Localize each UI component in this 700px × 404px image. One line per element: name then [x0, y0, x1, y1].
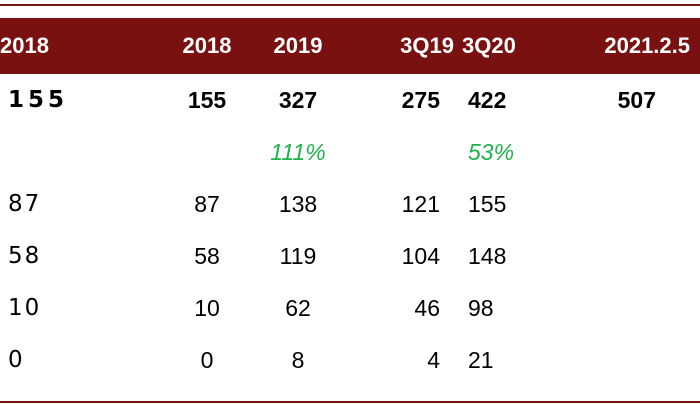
- data-cell: 148: [468, 242, 507, 269]
- header-row: 2018 2018 2019 3Q19 3Q20 2021.2.5: [0, 18, 700, 74]
- data-cell: 8: [291, 346, 305, 373]
- store-count-table: 2018 2018 2019 3Q19 3Q20 2021.2.5 155 155 327 27…: [0, 18, 700, 386]
- data-cell: [0, 126, 150, 178]
- data-cell: 0: [200, 346, 214, 373]
- data-cell: 507: [617, 86, 656, 113]
- data-cell: 58: [194, 242, 220, 269]
- data-cell: 155: [8, 87, 69, 113]
- data-cell: [522, 230, 700, 282]
- data-cell: 327: [278, 86, 318, 113]
- data-cell: 87: [194, 190, 220, 217]
- column-header: 3Q20: [462, 33, 516, 58]
- top-rule: [0, 4, 700, 6]
- data-cell: [522, 178, 700, 230]
- column-header: 2019: [273, 33, 323, 58]
- column-header: 2018: [0, 33, 49, 58]
- data-cell: 98: [468, 294, 494, 321]
- column-header: 2021.2.5: [604, 33, 690, 58]
- data-cell: 138: [278, 190, 318, 217]
- column-header: 2018: [182, 33, 232, 58]
- data-cell: 62: [285, 294, 311, 321]
- data-cell: 0: [8, 347, 25, 373]
- data-cell: 58: [8, 243, 42, 269]
- data-cell: 111%: [270, 138, 326, 165]
- bottom-rule: [0, 401, 700, 403]
- data-cell: [332, 126, 462, 178]
- table-row: 155 155 327 275 422 507: [0, 74, 700, 126]
- table-row: 58 58 119 104 148: [0, 230, 700, 282]
- data-cell: 10: [8, 295, 42, 321]
- table-row: 111% 53%: [0, 126, 700, 178]
- data-cell: 104: [401, 242, 440, 269]
- data-cell: 275: [401, 86, 440, 113]
- column-header: 3Q19: [400, 33, 454, 58]
- data-cell: 155: [187, 86, 227, 113]
- data-cell: 10: [194, 294, 220, 321]
- data-cell: 21: [468, 346, 494, 373]
- table-row: 10 10 62 46 98: [0, 282, 700, 334]
- data-cell: 46: [414, 294, 440, 321]
- data-cell: 155: [468, 190, 507, 217]
- data-cell: [150, 126, 264, 178]
- data-cell: 53%: [468, 138, 515, 165]
- data-cell: 4: [427, 346, 440, 373]
- data-cell: 422: [468, 86, 507, 113]
- data-cell: [522, 126, 700, 178]
- table-row: 87 87 138 121 155: [0, 178, 700, 230]
- table-row: 0 0 8 4 21: [0, 334, 700, 386]
- data-cell: [522, 334, 700, 386]
- data-cell: 121: [401, 190, 440, 217]
- data-cell: 119: [279, 242, 317, 269]
- data-cell: 87: [8, 191, 42, 217]
- data-cell: [522, 282, 700, 334]
